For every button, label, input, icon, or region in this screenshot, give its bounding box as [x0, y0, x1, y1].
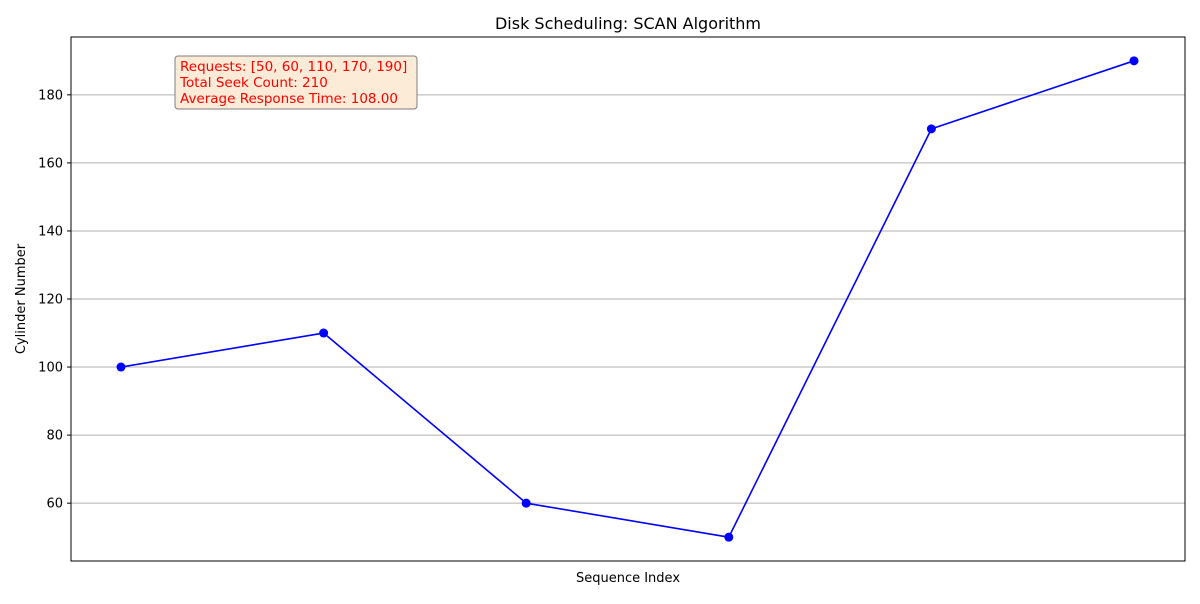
y-tick-label: 100: [38, 361, 63, 376]
data-point: [521, 498, 531, 508]
y-axis-label: Cylinder Number: [14, 243, 29, 354]
x-axis-label: Sequence Index: [576, 571, 680, 586]
series-line: [120, 60, 1135, 538]
y-tick-label: 120: [38, 293, 63, 308]
y-tick-label: 80: [46, 429, 63, 444]
data-point: [319, 328, 329, 338]
chart-title: Disk Scheduling: SCAN Algorithm: [495, 14, 761, 33]
y-tick-label: 160: [38, 156, 63, 171]
annotation-line-seek-count: Total Seek Count: 210: [179, 75, 328, 91]
y-tick-label: 60: [46, 497, 63, 512]
annotation-line-requests: Requests: [50, 60, 110, 170, 190]: [180, 59, 407, 75]
y-tick-label: 180: [38, 88, 63, 103]
annotation-box: Requests: [50, 60, 110, 170, 190] Total …: [174, 55, 418, 110]
series-layer: [116, 56, 1139, 542]
annotation-background: [174, 55, 418, 110]
data-point: [116, 362, 126, 372]
grid-lines: [71, 94, 1185, 504]
data-point: [724, 532, 734, 542]
data-point: [926, 124, 936, 134]
y-axis-ticks: 60 80 100 120 140 160 180: [38, 88, 71, 512]
annotation-line-avg-response: Average Response Time: 108.00: [180, 91, 398, 107]
y-tick-label: 140: [38, 224, 63, 239]
data-point: [1129, 56, 1139, 66]
